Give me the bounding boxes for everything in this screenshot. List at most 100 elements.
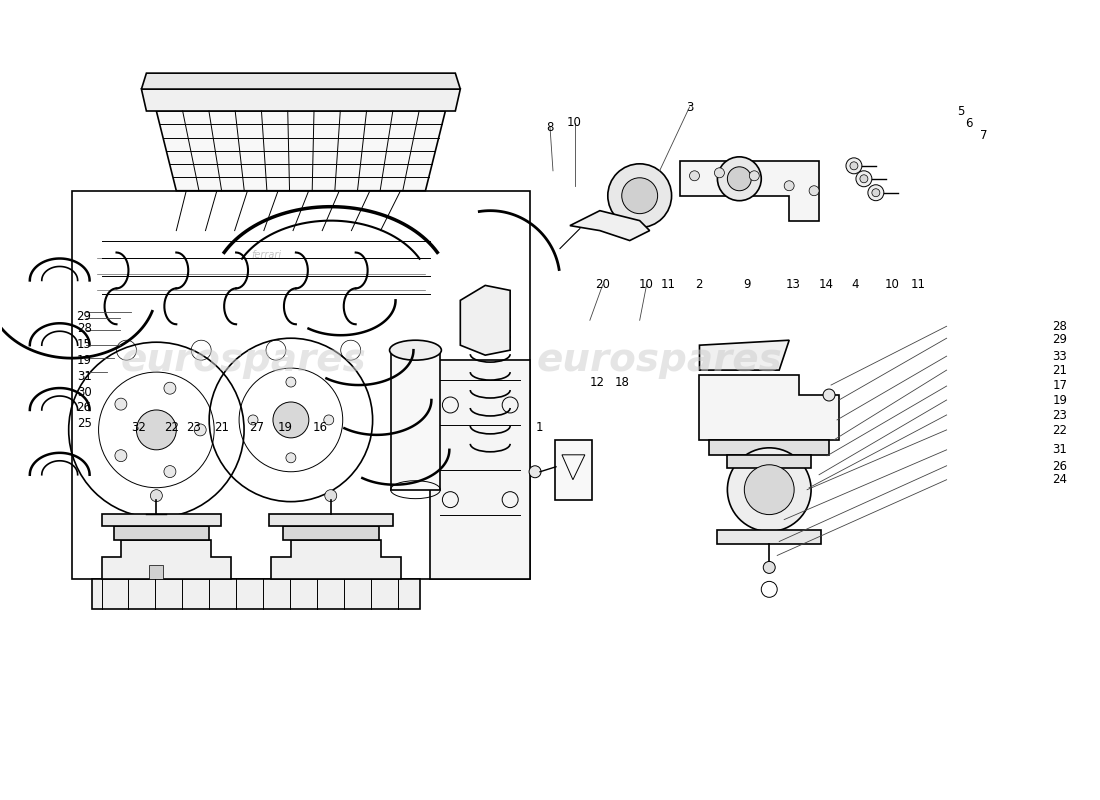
Text: 21: 21 — [1053, 364, 1067, 377]
Text: 18: 18 — [615, 376, 630, 389]
Text: 10: 10 — [884, 278, 900, 291]
Text: 33: 33 — [1053, 350, 1067, 362]
Text: 4: 4 — [851, 278, 858, 291]
Text: eurospares: eurospares — [537, 341, 782, 379]
Polygon shape — [430, 360, 530, 579]
Polygon shape — [556, 440, 592, 500]
Circle shape — [714, 168, 725, 178]
Text: 10: 10 — [639, 278, 653, 291]
Polygon shape — [570, 210, 650, 241]
Circle shape — [324, 490, 337, 502]
Text: 1: 1 — [536, 422, 542, 434]
Text: 11: 11 — [661, 278, 675, 291]
Circle shape — [608, 164, 672, 228]
Circle shape — [856, 170, 872, 186]
Circle shape — [164, 466, 176, 478]
Circle shape — [621, 178, 658, 214]
Circle shape — [195, 424, 206, 436]
Polygon shape — [142, 89, 460, 111]
Text: 19: 19 — [77, 354, 91, 366]
Circle shape — [114, 450, 126, 462]
Circle shape — [868, 185, 883, 201]
Circle shape — [529, 466, 541, 478]
Polygon shape — [680, 161, 820, 221]
Text: 8: 8 — [547, 121, 553, 134]
Polygon shape — [270, 514, 393, 526]
Polygon shape — [727, 455, 811, 468]
Text: ferrari: ferrari — [251, 250, 282, 259]
Polygon shape — [717, 530, 821, 545]
Circle shape — [690, 170, 700, 181]
Polygon shape — [271, 539, 400, 579]
Circle shape — [846, 158, 862, 174]
Text: 23: 23 — [1053, 409, 1067, 422]
Circle shape — [136, 410, 176, 450]
Circle shape — [784, 181, 794, 190]
Circle shape — [286, 453, 296, 462]
Polygon shape — [460, 286, 510, 355]
Text: 3: 3 — [686, 101, 694, 114]
Text: 30: 30 — [77, 386, 91, 398]
Circle shape — [823, 389, 835, 401]
Polygon shape — [390, 350, 440, 490]
Text: 12: 12 — [590, 376, 605, 389]
Circle shape — [749, 170, 759, 181]
Text: 20: 20 — [595, 278, 610, 291]
Polygon shape — [101, 514, 221, 526]
Text: 29: 29 — [77, 310, 91, 322]
Polygon shape — [700, 340, 789, 370]
Text: eurospares: eurospares — [120, 341, 366, 379]
Circle shape — [850, 162, 858, 170]
Circle shape — [860, 174, 868, 182]
Text: 26: 26 — [1053, 460, 1067, 473]
Text: 6: 6 — [965, 117, 972, 130]
Ellipse shape — [389, 340, 441, 360]
Text: 22: 22 — [1053, 424, 1067, 437]
Circle shape — [717, 157, 761, 201]
Text: 17: 17 — [1053, 379, 1067, 392]
Circle shape — [323, 415, 333, 425]
Text: 28: 28 — [77, 322, 91, 334]
Text: 29: 29 — [1053, 333, 1067, 346]
Text: 21: 21 — [213, 422, 229, 434]
Polygon shape — [113, 526, 209, 539]
Polygon shape — [91, 579, 420, 610]
Text: 5: 5 — [957, 105, 965, 118]
Text: 2: 2 — [695, 278, 703, 291]
Text: 16: 16 — [312, 422, 328, 434]
Text: 11: 11 — [911, 278, 926, 291]
Text: 19: 19 — [1053, 394, 1067, 406]
Polygon shape — [150, 566, 163, 579]
Text: 14: 14 — [818, 278, 834, 291]
Text: 22: 22 — [164, 422, 179, 434]
Circle shape — [273, 402, 309, 438]
Circle shape — [810, 186, 820, 196]
Circle shape — [286, 377, 296, 387]
Text: 31: 31 — [77, 370, 91, 382]
Text: 7: 7 — [980, 129, 988, 142]
Circle shape — [872, 189, 880, 197]
Text: 32: 32 — [132, 422, 146, 434]
Text: 27: 27 — [249, 422, 264, 434]
Circle shape — [763, 562, 776, 574]
Circle shape — [249, 415, 258, 425]
Circle shape — [727, 167, 751, 190]
Circle shape — [151, 490, 163, 502]
Circle shape — [745, 465, 794, 514]
Polygon shape — [700, 375, 839, 440]
Text: 9: 9 — [744, 278, 751, 291]
Text: 10: 10 — [566, 116, 582, 129]
Text: 19: 19 — [277, 422, 293, 434]
Text: 23: 23 — [186, 422, 201, 434]
Text: 26: 26 — [77, 402, 91, 414]
Text: 24: 24 — [1053, 474, 1067, 486]
Text: 15: 15 — [77, 338, 91, 350]
Text: 25: 25 — [77, 418, 91, 430]
Circle shape — [114, 398, 126, 410]
Polygon shape — [101, 539, 231, 579]
Polygon shape — [710, 440, 829, 455]
Text: 13: 13 — [785, 278, 801, 291]
Polygon shape — [142, 73, 460, 89]
Text: 31: 31 — [1053, 443, 1067, 456]
Circle shape — [164, 382, 176, 394]
